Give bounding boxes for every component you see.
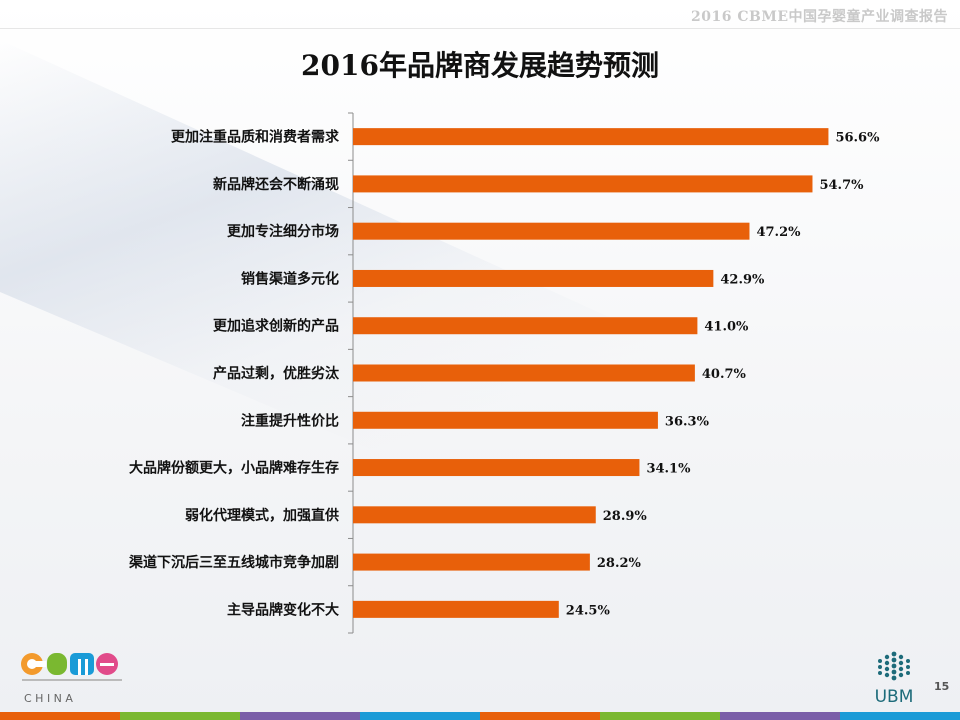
data-label: 42.9% xyxy=(720,272,765,287)
bar xyxy=(353,222,750,240)
bar xyxy=(353,269,714,287)
data-label: 28.2% xyxy=(597,556,642,571)
bar xyxy=(353,506,596,524)
category-label: 大品牌份额更大，小品牌难存生存 xyxy=(129,460,339,477)
data-label: 40.7% xyxy=(702,367,747,382)
bar xyxy=(353,600,559,618)
footer-segment xyxy=(840,712,960,720)
data-label: 28.9% xyxy=(603,509,648,524)
bar xyxy=(353,128,829,146)
bar xyxy=(353,317,698,335)
footer-segment xyxy=(360,712,480,720)
chart-title: 2016年品牌商发展趋势预测 xyxy=(301,49,659,82)
cbme-logo-m xyxy=(70,653,94,675)
data-label: 24.5% xyxy=(566,603,611,618)
footer-segment xyxy=(480,712,600,720)
data-label: 41.0% xyxy=(704,320,749,335)
category-label: 更加追求创新的产品 xyxy=(213,318,339,335)
bar xyxy=(353,364,695,382)
category-label: 更加注重品质和消费者需求 xyxy=(171,129,340,146)
page-number: 15 xyxy=(934,680,950,693)
data-label: 54.7% xyxy=(819,178,864,193)
ubm-logo: UBM xyxy=(875,651,914,706)
footer-color-bar xyxy=(0,712,960,720)
data-label: 34.1% xyxy=(646,462,691,477)
bar xyxy=(353,553,590,571)
category-label: 新品牌还会不断涌现 xyxy=(213,176,339,193)
category-label: 主导品牌变化不大 xyxy=(227,601,339,618)
footer-segment xyxy=(0,712,120,720)
header-caption: 2016 CBME中国孕婴童产业调查报告 xyxy=(691,9,948,25)
ubm-logo-text: UBM xyxy=(875,687,914,706)
category-label: 销售渠道多元化 xyxy=(241,270,339,287)
category-label: 产品过剩，优胜劣汰 xyxy=(213,365,340,382)
footer-segment xyxy=(600,712,720,720)
footer-segment xyxy=(720,712,840,720)
bar xyxy=(353,175,813,193)
footer-segment xyxy=(120,712,240,720)
cbme-logo-sub: C H I N A xyxy=(24,692,73,705)
ubm-logo-mark xyxy=(878,651,910,681)
category-label: 注重提升性价比 xyxy=(241,412,339,429)
data-label: 47.2% xyxy=(756,225,801,240)
data-label: 36.3% xyxy=(665,414,710,429)
category-label: 弱化代理模式，加强直供 xyxy=(185,507,339,524)
cbme-logo-b xyxy=(47,653,67,675)
cbme-logo: C H I N A xyxy=(21,653,122,705)
data-label: 56.6% xyxy=(835,131,880,146)
bar xyxy=(353,411,658,429)
footer-segment xyxy=(240,712,360,720)
header-divider xyxy=(0,28,960,29)
bar xyxy=(353,459,640,477)
category-label: 渠道下沉后三至五线城市竞争加剧 xyxy=(128,554,339,571)
category-label: 更加专注细分市场 xyxy=(227,223,339,240)
